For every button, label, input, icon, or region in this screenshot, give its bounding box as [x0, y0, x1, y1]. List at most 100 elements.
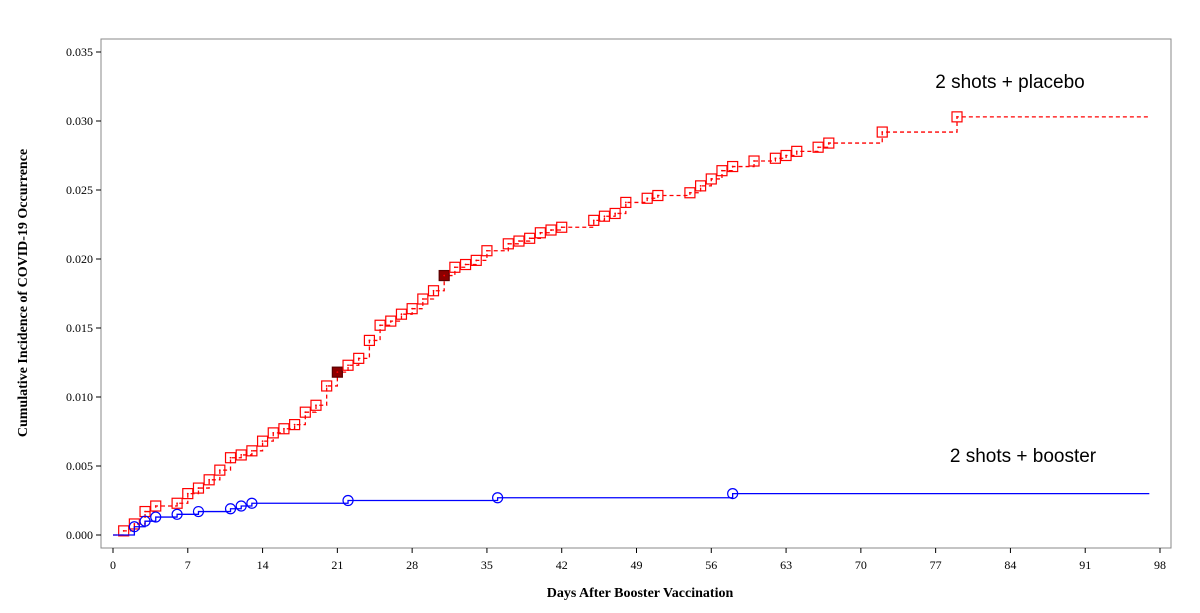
- data-marker: [171, 508, 183, 520]
- data-marker: [695, 180, 707, 192]
- data-marker: [374, 319, 386, 331]
- marker-dot: [144, 510, 146, 513]
- x-tick-label: 21: [331, 558, 343, 572]
- plot-frame: [100, 38, 1172, 549]
- data-marker: [246, 445, 258, 457]
- marker-dot: [614, 212, 617, 215]
- marker-dot: [721, 169, 723, 172]
- data-marker: [192, 505, 205, 518]
- marker-dot: [411, 307, 414, 310]
- data-marker: [459, 258, 472, 271]
- data-marker: [192, 482, 205, 494]
- marker-dot: [229, 456, 232, 459]
- marker-dot: [731, 165, 734, 168]
- data-marker: [385, 315, 397, 327]
- data-marker: [267, 427, 279, 439]
- y-tick-label: 0.035: [66, 45, 93, 59]
- data-marker: [118, 525, 130, 537]
- data-marker: [342, 494, 354, 507]
- data-marker: [620, 196, 632, 209]
- marker-dot: [261, 440, 264, 443]
- data-marker: [353, 352, 365, 364]
- data-marker: [182, 488, 194, 500]
- marker-dot: [753, 160, 755, 162]
- x-tick-label: 56: [705, 558, 717, 572]
- marker-dot: [827, 142, 830, 144]
- data-marker: [342, 359, 354, 371]
- data-marker: [310, 399, 322, 411]
- marker-dot: [336, 371, 339, 374]
- marker-dot: [646, 197, 649, 200]
- x-tick-label: 42: [556, 558, 568, 572]
- marker-dot: [774, 157, 777, 160]
- marker-dot: [283, 427, 285, 430]
- data-marker: [203, 474, 215, 486]
- data-marker: [534, 227, 546, 239]
- data-marker: [791, 145, 803, 157]
- booster-line: [113, 492, 1150, 536]
- x-tick-label: 0: [110, 558, 116, 572]
- x-tick-label: 91: [1079, 558, 1091, 572]
- marker-dot: [133, 523, 136, 525]
- marker-dot: [560, 226, 563, 229]
- marker-dot: [881, 131, 884, 133]
- marker-dot: [443, 274, 446, 277]
- data-marker: [246, 497, 258, 509]
- data-marker: [705, 173, 717, 185]
- data-marker: [951, 111, 963, 123]
- data-marker: [299, 406, 311, 418]
- y-tick-label: 0.025: [66, 183, 93, 197]
- y-tick-label: 0.020: [66, 252, 93, 266]
- x-tick-label: 14: [257, 558, 269, 572]
- data-marker: [470, 254, 482, 266]
- data-marker: [492, 492, 504, 504]
- x-axis: 0 7 14 21 28 35 42 49 56 63 70 77 84 91 98: [110, 548, 1166, 572]
- x-tick-label: 84: [1004, 558, 1016, 572]
- marker-dot: [699, 184, 702, 187]
- data-marker: [812, 141, 824, 153]
- data-marker: [321, 380, 333, 392]
- marker-dot: [197, 487, 200, 489]
- x-tick-label: 70: [855, 558, 867, 572]
- data-marker: [545, 224, 557, 236]
- marker-dot: [250, 449, 253, 452]
- marker-dot: [656, 194, 659, 197]
- data-marker: [214, 464, 226, 476]
- marker-dot: [518, 240, 520, 242]
- data-marker: [716, 165, 728, 177]
- x-tick-label: 7: [185, 558, 191, 572]
- marker-dot: [528, 237, 531, 240]
- marker-dot: [218, 469, 221, 472]
- data-marker: [556, 221, 568, 233]
- marker-dot: [785, 154, 787, 157]
- marker-dot: [453, 266, 456, 269]
- data-marker: [780, 149, 792, 162]
- data-marker: [502, 238, 514, 250]
- data-marker: [769, 152, 781, 164]
- x-axis-label: Days After Booster Vaccination: [547, 586, 734, 601]
- data-marker: [588, 214, 600, 226]
- data-marker: [524, 232, 536, 244]
- marker-dot: [240, 454, 243, 456]
- marker-dot: [486, 249, 488, 252]
- data-marker: [150, 500, 162, 512]
- marker-dot: [154, 505, 157, 507]
- marker-dot: [464, 263, 467, 266]
- booster-series-label: 2 shots + booster: [950, 446, 1097, 467]
- data-marker: [224, 452, 237, 464]
- marker-dot: [421, 298, 424, 300]
- marker-dot: [357, 357, 360, 360]
- marker-dot: [389, 320, 392, 322]
- data-marker: [823, 137, 835, 149]
- y-tick-label: 0.000: [66, 528, 93, 542]
- marker-dot: [539, 231, 542, 234]
- marker-dot: [432, 289, 435, 292]
- data-marker: [727, 488, 739, 500]
- marker-dot: [208, 478, 211, 481]
- data-marker: [641, 192, 653, 204]
- data-marker: [289, 419, 301, 431]
- marker-dot: [710, 178, 713, 180]
- marker-dot: [122, 529, 125, 532]
- data-marker: [171, 497, 183, 509]
- marker-dot: [475, 259, 478, 262]
